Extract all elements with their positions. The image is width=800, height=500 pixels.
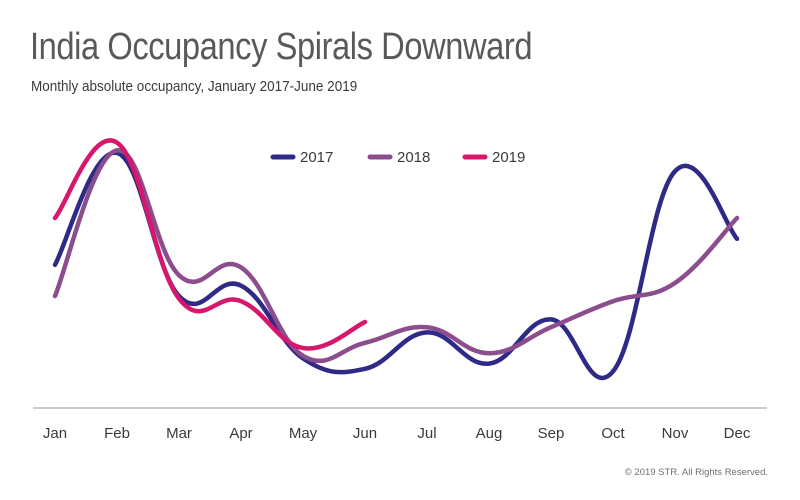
copyright-notice: © 2019 STR. All Rights Reserved. (624, 467, 768, 478)
series-line-2017 (52, 150, 740, 381)
legend-label-2017: 2017 (300, 149, 333, 166)
chart-legend: 2017 2018 2019 (270, 149, 525, 166)
x-tick-label-aug: Aug (476, 425, 503, 442)
chart-series-group (52, 138, 740, 381)
x-tick-label-oct: Oct (601, 425, 625, 442)
x-axis-tick-labels: Jan Feb Mar Apr May Jun Jul Aug Sep Oct Nov Dec (43, 425, 751, 442)
x-tick-label-jan: Jan (43, 425, 67, 442)
x-tick-label-sep: Sep (538, 425, 565, 442)
legend-label-2018: 2018 (397, 149, 430, 166)
x-tick-label-dec: Dec (724, 425, 751, 442)
x-tick-label-may: May (289, 425, 318, 442)
x-tick-label-mar: Mar (166, 425, 192, 442)
chart-title: India Occupancy Spirals Downward (30, 26, 533, 68)
x-tick-label-apr: Apr (229, 425, 252, 442)
chart-subtitle: Monthly absolute occupancy, January 2017… (31, 78, 358, 95)
legend-label-2019: 2019 (492, 149, 525, 166)
series-line-2019 (52, 138, 368, 351)
series-line-2018 (52, 148, 740, 364)
x-tick-label-jul: Jul (417, 425, 436, 442)
x-tick-label-feb: Feb (104, 425, 130, 442)
x-tick-label-nov: Nov (662, 425, 689, 442)
x-tick-label-jun: Jun (353, 425, 377, 442)
